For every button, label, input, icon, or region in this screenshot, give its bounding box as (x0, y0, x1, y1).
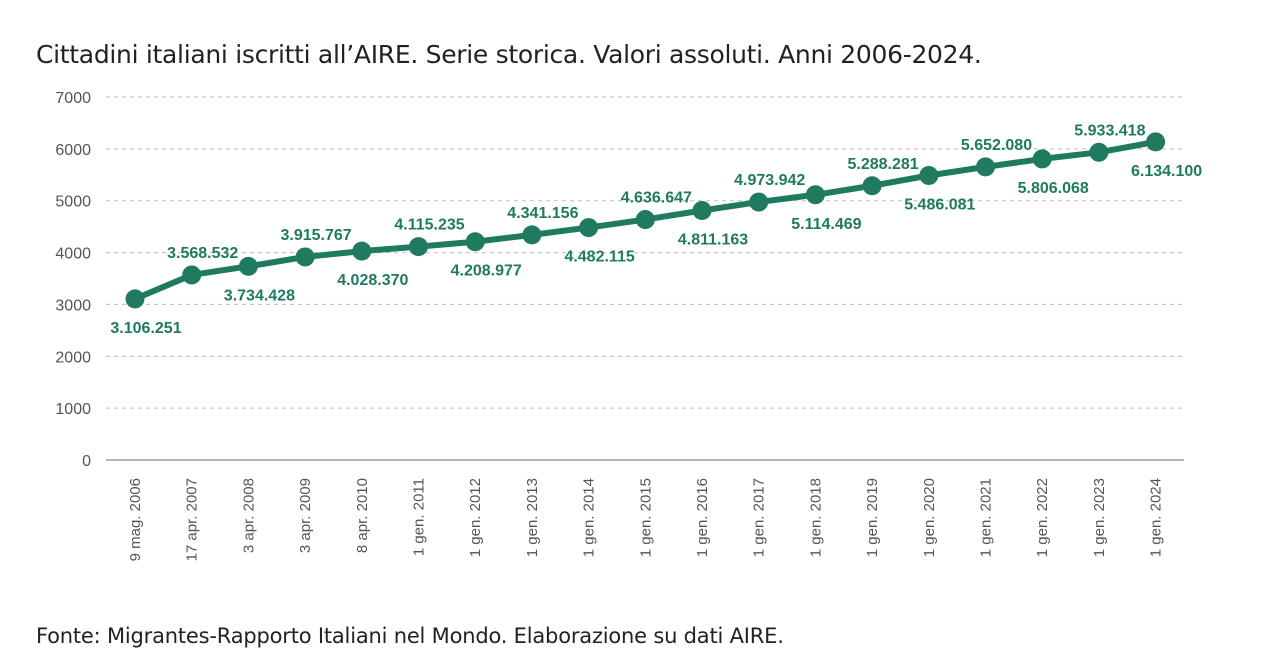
data-point (465, 232, 485, 252)
x-axis-ticks: 9 mag. 2006 17 apr. 2007 3 apr. 2008 3 apr.… (127, 478, 1165, 561)
y-tick-label: 1000 (55, 401, 91, 418)
data-label: 5.288.281 (848, 156, 919, 173)
x-tick-label: 1 gen. 2015 (637, 478, 654, 557)
x-tick-label: 1 gen. 2013 (524, 478, 541, 557)
data-label: 3.568.532 (167, 245, 238, 262)
x-tick-label: 1 gen. 2012 (467, 478, 484, 557)
data-point (692, 201, 712, 221)
x-tick-label: 9 mag. 2006 (127, 478, 144, 561)
data-point (862, 176, 882, 196)
data-point (182, 265, 202, 285)
data-label: 4.811.163 (678, 232, 748, 249)
data-label: 6.134.100 (1131, 163, 1202, 180)
x-tick-label: 3 apr. 2008 (240, 478, 257, 553)
chart-source: Fonte: Migrantes-Rapporto Italiani nel M… (36, 624, 784, 648)
data-point (749, 192, 769, 212)
x-tick-label: 1 gen. 2024 (1148, 478, 1165, 557)
data-point (976, 157, 995, 177)
x-tick-label: 1 gen. 2022 (1034, 478, 1051, 557)
data-label: 4.341.156 (507, 205, 578, 222)
data-point (805, 185, 825, 205)
data-point (125, 289, 145, 309)
x-tick-label: 1 gen. 2014 (581, 478, 598, 557)
x-tick-label: 1 gen. 2016 (694, 478, 711, 557)
data-label: 3.734.428 (224, 287, 295, 304)
x-tick-label: 1 gen. 2020 (921, 478, 938, 557)
data-label: 4.973.942 (734, 172, 805, 189)
data-label: 3.915.767 (281, 227, 352, 244)
x-tick-label: 3 apr. 2009 (297, 478, 314, 553)
data-label: 4.028.370 (337, 272, 408, 289)
data-labels: 3.106.251 3.568.532 3.734.428 3.915.767 4.02… (110, 122, 1202, 337)
line-chart: 0 1000 2000 3000 4000 5000 6000 7000 9 mag. 200… (55, 90, 1202, 561)
data-point (238, 256, 258, 276)
y-tick-label: 3000 (55, 297, 91, 314)
x-tick-label: 1 gen. 2018 (807, 478, 824, 557)
x-tick-label: 8 apr. 2010 (354, 478, 371, 553)
x-tick-label: 1 gen. 2011 (411, 478, 428, 556)
data-point (635, 210, 655, 230)
data-label: 4.482.115 (564, 249, 634, 266)
y-tick-label: 7000 (55, 90, 91, 107)
data-label: 5.806.068 (1018, 180, 1089, 197)
x-tick-label: 1 gen. 2017 (751, 478, 768, 557)
data-label: 4.636.647 (621, 190, 692, 207)
data-point (1089, 142, 1109, 162)
y-tick-label: 6000 (55, 142, 91, 159)
data-point (1032, 149, 1052, 169)
y-tick-label: 2000 (55, 349, 91, 366)
data-label: 5.486.081 (904, 197, 975, 214)
data-label: 3.106.251 (110, 320, 181, 337)
data-label: 5.652.080 (961, 137, 1032, 154)
data-label: 4.208.977 (451, 263, 522, 280)
y-tick-label: 0 (82, 453, 91, 470)
data-points (125, 132, 1166, 309)
data-point (295, 247, 315, 267)
data-point (579, 218, 599, 238)
data-point (522, 225, 542, 245)
data-point (919, 166, 939, 186)
y-axis-ticks: 0 1000 2000 3000 4000 5000 6000 7000 (55, 90, 91, 470)
data-label: 5.114.469 (791, 216, 861, 233)
x-tick-label: 1 gen. 2023 (1091, 478, 1108, 557)
x-tick-label: 17 apr. 2007 (184, 478, 201, 561)
chart-title: Cittadini italiani iscritti all’AIRE. Se… (36, 40, 982, 69)
x-tick-label: 1 gen. 2019 (864, 478, 881, 557)
y-tick-label: 5000 (55, 194, 91, 211)
grid-lines (106, 96, 1184, 461)
data-label: 4.115.235 (394, 217, 464, 234)
y-tick-label: 4000 (55, 246, 91, 263)
data-point (409, 237, 428, 257)
data-point (1146, 132, 1166, 152)
data-label: 5.933.418 (1074, 122, 1145, 139)
data-point (352, 241, 372, 261)
x-tick-label: 1 gen. 2021 (978, 478, 995, 557)
